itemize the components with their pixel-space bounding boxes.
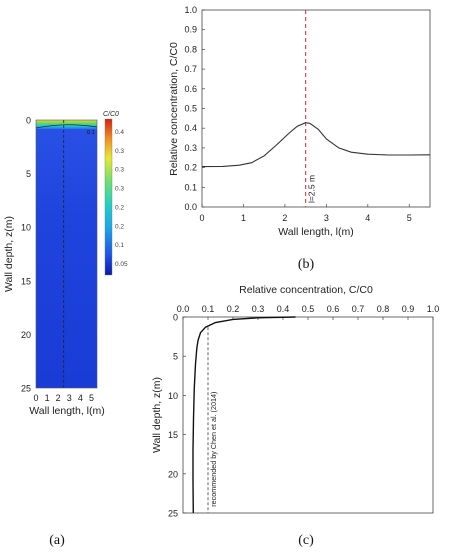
b-plot-frame: [201, 9, 431, 208]
b-x-tick-label: 1: [241, 213, 246, 223]
panel-c: recommended by Chen et al. (2014) 0 5 10 15…: [151, 284, 439, 548]
colorbar-tick-label: 0.3: [115, 167, 124, 174]
heatmap-y-tick-label: 10: [21, 223, 31, 233]
b-x-axis: 0 1 2 3 4 5: [199, 213, 411, 223]
heatmap-y-label: Wall depth, z(m): [3, 216, 15, 292]
c-concentration-series: [192, 316, 296, 514]
heatmap-frame: [35, 119, 98, 389]
c-y-tick-label: 15: [168, 430, 178, 440]
heatmap-y-axis: 0 5 10 15 20 25: [21, 116, 31, 394]
b-x-tick-label: 3: [324, 213, 329, 223]
heatmap-y-tick-label: 0: [26, 116, 31, 126]
heatmap-y-tick-label: 15: [21, 276, 31, 286]
colorbar-tick-label: 0.1: [115, 242, 124, 249]
b-x-tick-label: 4: [365, 213, 370, 223]
heatmap-y-tick-label: 20: [21, 330, 31, 340]
heatmap-contour-label: 0.1: [87, 130, 95, 136]
heatmap-x-tick-label: 0: [33, 393, 38, 403]
c-x-tick-label: 1.0: [427, 304, 440, 314]
c-x-tick-label: 0.6: [327, 304, 340, 314]
panel-c-label: (c): [298, 533, 314, 548]
c-x-axis: 0.0 0.1 0.2 0.3 0.4 0.5 0.6 0.7 0.8 0.9 1.0: [177, 304, 440, 314]
colorbar-tick-label: 0.4: [115, 129, 124, 136]
b-y-tick-label: 0.7: [184, 64, 197, 74]
c-y-tick-label: 25: [168, 509, 178, 519]
b-y-tick-label: 0.4: [184, 123, 197, 133]
c-tick-marks: [182, 316, 434, 514]
heatmap-x-tick-label: 5: [89, 393, 94, 403]
c-plot-frame: [182, 316, 434, 514]
heatmap-x-tick-label: 4: [78, 393, 83, 403]
b-y-tick-label: 1.0: [184, 5, 197, 15]
heatmap-y-tick-label: 5: [26, 169, 31, 179]
colorbar-tick-label: 0.3: [115, 186, 124, 193]
heatmap-x-tick-label: 3: [67, 393, 72, 403]
heatmap-field: [36, 120, 97, 388]
colorbar: [104, 118, 113, 276]
b-y-tick-label: 0.5: [184, 104, 197, 114]
c-x-tick-label: 0.9: [402, 304, 415, 314]
b-x-tick-label: 5: [407, 213, 412, 223]
c-y-tick-label: 10: [168, 391, 178, 401]
b-y-tick-label: 0.8: [184, 44, 197, 54]
c-x-tick-label: 0.7: [352, 304, 365, 314]
c-x-tick-label: 0.8: [377, 304, 390, 314]
panel-b-label: (b): [298, 257, 315, 272]
b-y-label: Relative concentration, C/C0: [168, 42, 180, 176]
c-y-tick-label: 0: [173, 313, 178, 323]
b-x-label: Wall length, l(m): [278, 226, 353, 238]
c-x-tick-label: 0.5: [302, 304, 315, 314]
b-x-tick-label: 2: [282, 213, 287, 223]
panel-b: l=2.5 m 0.0 0.1 0.2 0.3 0.4 0.5 0.6 0.7 0.8 0.9 1.…: [168, 5, 431, 272]
b-reference-label: l=2.5 m: [307, 175, 317, 203]
panel-a-label: (a): [49, 533, 65, 548]
c-y-tick-label: 5: [173, 352, 178, 362]
b-concentration-series: [201, 122, 431, 168]
colorbar-tick-label: 0.05: [115, 261, 128, 268]
b-y-axis: 0.0 0.1 0.2 0.3 0.4 0.5 0.6 0.7 0.8 0.9 1.0: [184, 5, 197, 212]
heatmap-x-tick-label: 2: [56, 393, 61, 403]
c-y-label: Wall depth, z(m): [151, 377, 163, 453]
b-y-tick-label: 0.0: [184, 202, 197, 212]
colorbar-tick-label: 0.2: [115, 223, 124, 230]
b-y-tick-label: 0.9: [184, 25, 197, 35]
c-y-axis: 0 5 10 15 20 25: [168, 313, 178, 519]
heatmap-contour: [35, 124, 98, 129]
b-x-tick-label: 0: [199, 213, 204, 223]
colorbar-ticks: 0.4 0.3 0.3 0.3 0.2 0.2 0.1 0.05: [115, 129, 128, 268]
b-y-tick-label: 0.3: [184, 143, 197, 153]
colorbar-tick-label: 0.2: [115, 204, 124, 211]
heatmap-x-tick-label: 1: [45, 393, 50, 403]
colorbar-label: C/C0: [103, 111, 119, 118]
c-x-tick-label: 0.4: [277, 304, 290, 314]
c-x-tick-label: 0.1: [202, 304, 215, 314]
colorbar-tick-label: 0.3: [115, 148, 124, 155]
b-y-tick-label: 0.6: [184, 84, 197, 94]
c-y-tick-label: 20: [168, 469, 178, 479]
b-y-tick-label: 0.1: [184, 182, 197, 192]
heatmap-y-tick-label: 25: [21, 384, 31, 394]
c-x-tick-label: 0.2: [227, 304, 240, 314]
c-x-tick-label: 0.3: [252, 304, 265, 314]
c-x-label: Relative concentration, C/C0: [239, 284, 373, 296]
c-x-tick-label: 0.0: [177, 304, 190, 314]
heatmap-x-label: Wall length, l(m): [29, 405, 104, 417]
c-reference-label: recommended by Chen et al. (2014): [209, 392, 218, 507]
b-y-tick-label: 0.2: [184, 163, 197, 173]
